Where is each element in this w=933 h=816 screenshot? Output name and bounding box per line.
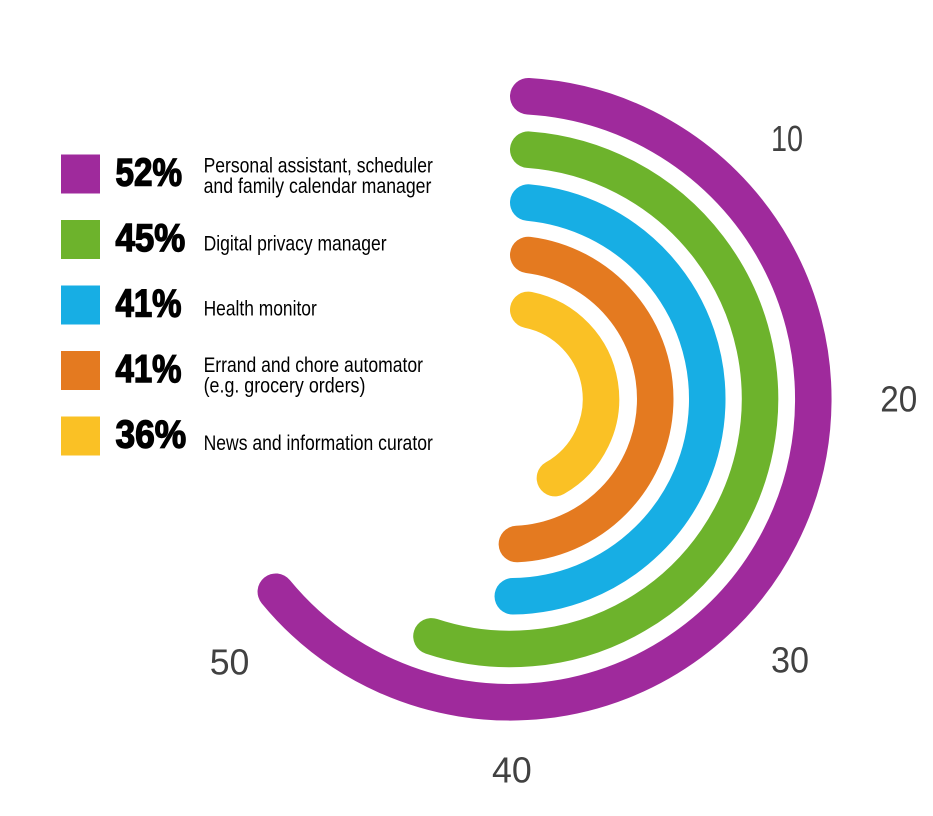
svg-text:50: 50	[210, 641, 250, 682]
svg-text:30: 30	[771, 640, 809, 681]
svg-text:41%: 41%	[116, 348, 182, 391]
svg-text:36%: 36%	[116, 414, 187, 457]
svg-text:10: 10	[771, 118, 803, 159]
svg-text:52%: 52%	[116, 152, 183, 195]
svg-text:Personal assistant, scheduler: Personal assistant, scheduler	[204, 154, 433, 178]
svg-text:41%: 41%	[116, 283, 182, 326]
svg-text:45%: 45%	[116, 217, 186, 260]
svg-text:(e.g. grocery orders): (e.g. grocery orders)	[204, 373, 366, 397]
svg-text:News and information curator: News and information curator	[204, 431, 433, 455]
svg-text:Errand and chore automator: Errand and chore automator	[204, 353, 423, 377]
svg-text:Digital privacy manager: Digital privacy manager	[204, 231, 387, 255]
svg-text:20: 20	[880, 378, 917, 419]
svg-text:and family calendar manager: and family calendar manager	[204, 174, 432, 198]
svg-text:40: 40	[492, 749, 532, 790]
svg-text:Health monitor: Health monitor	[204, 296, 317, 320]
